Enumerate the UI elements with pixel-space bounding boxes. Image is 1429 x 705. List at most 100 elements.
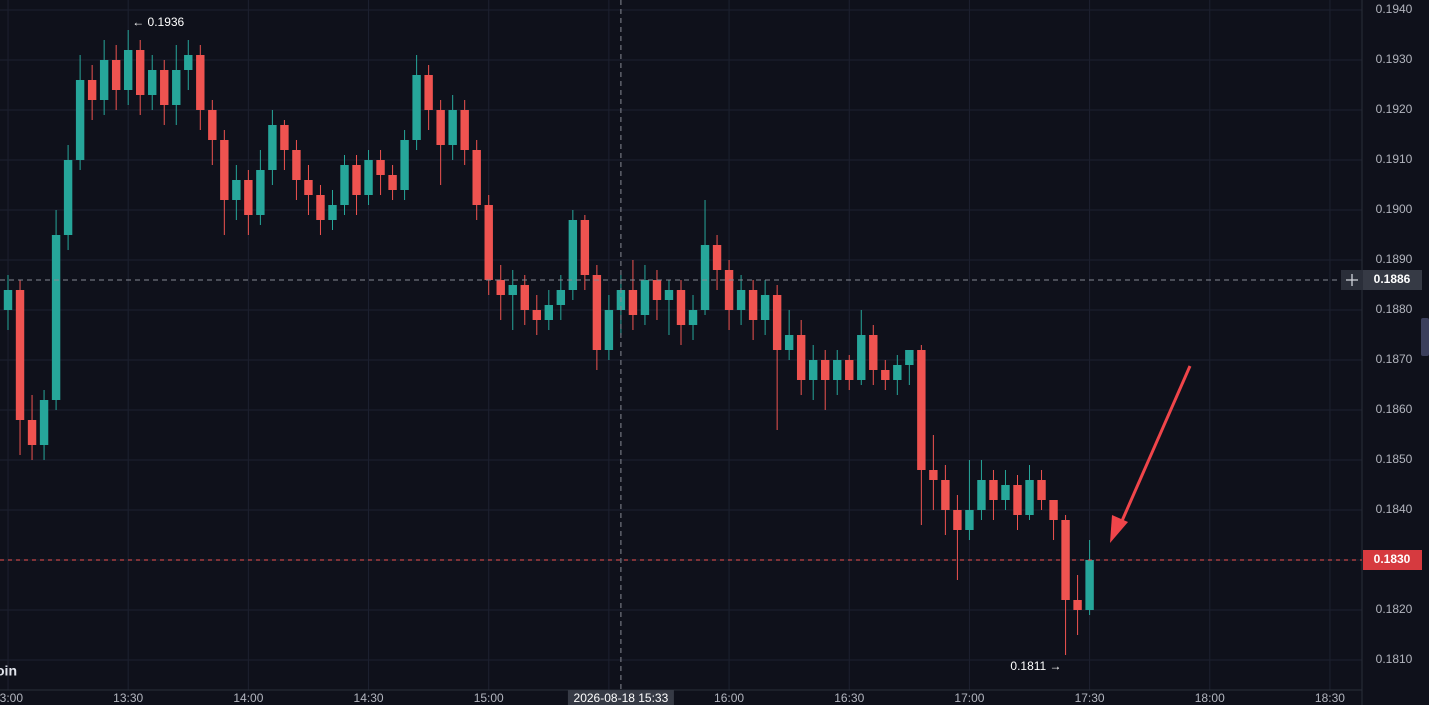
candle-body — [592, 275, 602, 350]
x-tick-label: 16:30 — [834, 691, 864, 705]
side-tab[interactable] — [1421, 318, 1429, 356]
candle-body — [1049, 500, 1058, 520]
crosshair-time-box — [567, 690, 674, 705]
candle-body — [340, 165, 349, 205]
candle-body — [220, 140, 229, 200]
y-tick-label: 0.1910 — [1376, 152, 1413, 166]
candle-body — [568, 220, 578, 290]
y-tick-label: 0.1840 — [1376, 502, 1413, 516]
candle-body — [760, 295, 770, 320]
candle-body — [833, 360, 842, 380]
candle-body — [208, 110, 217, 140]
y-tick-label: 0.1880 — [1376, 302, 1413, 316]
candle-body — [400, 140, 409, 190]
candle-body — [160, 70, 169, 105]
crosshair-price-label: 0.1886 — [1374, 272, 1411, 286]
candle-body — [1085, 560, 1094, 610]
candle-body — [1073, 600, 1082, 610]
candle-body — [580, 220, 590, 275]
candle-body — [881, 370, 890, 380]
x-tick-label: 17:30 — [1075, 691, 1105, 705]
candle-body — [328, 205, 337, 220]
candle-body — [376, 160, 385, 175]
candle-body — [953, 510, 962, 530]
y-tick-label: 0.1920 — [1376, 102, 1413, 116]
candle-body — [292, 150, 301, 180]
candle-body — [845, 360, 854, 380]
candle-body — [1037, 480, 1046, 500]
candle-body — [63, 160, 73, 235]
candle-body — [905, 350, 914, 365]
candle-body — [111, 60, 121, 90]
plus-icon — [1346, 274, 1358, 286]
candle-body — [304, 180, 313, 195]
watermark: oin — [0, 663, 17, 679]
candle-body — [1025, 480, 1034, 515]
candle-body — [484, 205, 493, 280]
y-tick-label: 0.1940 — [1376, 2, 1413, 16]
candle-body — [364, 160, 373, 195]
candle-body — [280, 125, 289, 150]
last-price-box — [1363, 550, 1422, 570]
y-tick-label: 0.1850 — [1376, 452, 1413, 466]
low-marker: 0.1811 → — [1010, 659, 1061, 673]
x-tick-label: 13:30 — [113, 691, 143, 705]
candle-body — [941, 480, 950, 510]
candle-body — [869, 335, 878, 370]
candle-body — [640, 280, 650, 315]
candle-body — [664, 290, 674, 300]
annotation-arrow — [1116, 365, 1192, 531]
x-tick-label: 16:00 — [714, 691, 744, 705]
candle-body — [135, 50, 145, 95]
candle-body — [965, 510, 974, 530]
x-tick-label: 18:30 — [1315, 691, 1345, 705]
candle-body — [808, 360, 818, 380]
y-tick-label: 0.1930 — [1376, 52, 1413, 66]
candle-body — [196, 55, 205, 110]
candle-body — [388, 175, 397, 190]
x-tick-label: 14:30 — [354, 691, 384, 705]
candle-body — [123, 50, 133, 90]
candle-body — [532, 310, 541, 320]
annotation-arrowhead — [1110, 515, 1128, 543]
candle-body — [857, 335, 866, 380]
candle-body — [893, 365, 902, 380]
candle-body — [256, 170, 265, 215]
candle-body — [724, 270, 734, 310]
x-tick-label: 18:00 — [1195, 691, 1225, 705]
candle-body — [989, 480, 998, 500]
candle-body — [1013, 485, 1022, 515]
x-tick-label: 13:00 — [0, 691, 23, 705]
candle-body — [652, 280, 662, 300]
candle-body — [496, 280, 505, 295]
x-tick-label: 17:00 — [954, 691, 984, 705]
candle-body — [27, 420, 37, 445]
candle-body — [796, 335, 806, 380]
y-tick-label: 0.1890 — [1376, 252, 1413, 266]
candle-body — [352, 165, 361, 195]
candle-body — [232, 180, 241, 200]
candle-body — [821, 360, 830, 380]
candle-body — [784, 335, 794, 350]
y-tick-label: 0.1820 — [1376, 602, 1413, 616]
y-tick-label: 0.1860 — [1376, 402, 1413, 416]
candle-body — [39, 400, 49, 445]
candle-body — [75, 80, 85, 160]
candle-body — [917, 350, 926, 470]
candle-body — [172, 70, 181, 105]
candle-body — [977, 480, 986, 510]
candle-body — [604, 310, 614, 350]
candle-body — [676, 290, 686, 325]
candle-body — [460, 110, 469, 150]
candle-body — [51, 235, 61, 400]
candle-body — [87, 80, 97, 100]
candle-body — [316, 195, 325, 220]
candle-body — [712, 245, 722, 270]
x-tick-label: 15:00 — [474, 691, 504, 705]
last-price-label: 0.1830 — [1374, 552, 1411, 566]
x-tick-label: 14:00 — [233, 691, 263, 705]
candle-body — [736, 290, 746, 310]
candle-body — [3, 290, 13, 310]
candle-body — [148, 70, 157, 95]
